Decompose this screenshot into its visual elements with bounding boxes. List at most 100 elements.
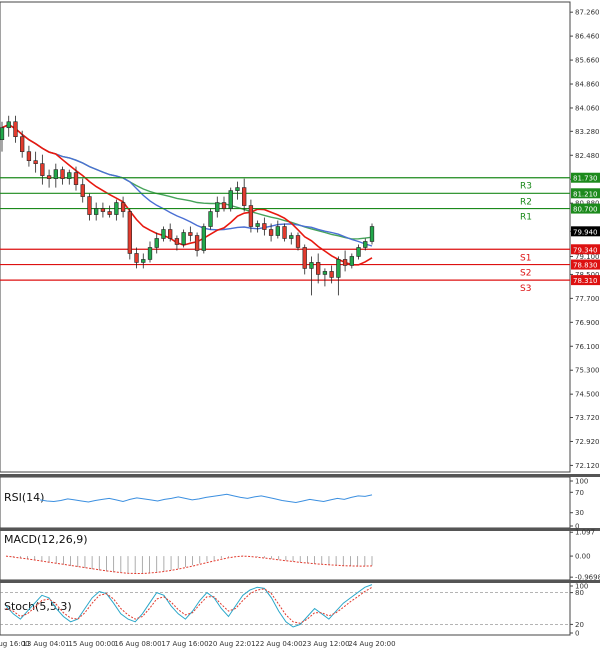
y-tick-label: 72.920 (575, 438, 600, 446)
candle-body (275, 226, 280, 236)
candle-body (67, 172, 72, 179)
candle-body (46, 175, 52, 179)
y-tick-label: 76.900 (575, 319, 600, 327)
panel-separator (0, 528, 600, 531)
level-price-label: 79.340 (573, 246, 598, 254)
candle-body (33, 160, 38, 164)
candle-body (215, 202, 220, 212)
rsi-tick-label: 100 (575, 478, 588, 486)
rsi-tick-label: 70 (575, 489, 584, 497)
candle-body (201, 226, 206, 251)
y-tick-label: 84.860 (575, 81, 600, 89)
y-tick-label: 83.280 (575, 128, 600, 136)
stoch-tick-label: 80 (575, 589, 584, 597)
candle-body (100, 208, 106, 212)
x-tick-label: 24 Aug 20:00 (348, 640, 395, 648)
candle-body (26, 151, 32, 161)
candle-body (53, 169, 58, 179)
level-label-r2: R2 (520, 197, 532, 207)
candle-body (235, 187, 240, 191)
x-tick-label: 23 Aug 12:00 (302, 640, 349, 648)
x-tick-label: 17 Aug 16:00 (161, 640, 208, 648)
x-tick-label: 22 Aug 04:00 (255, 640, 302, 648)
macd-tick-label: -0.9698 (575, 574, 600, 582)
level-label-s2: S2 (520, 269, 531, 279)
level-label-r3: R3 (520, 182, 532, 192)
candle-body (302, 247, 307, 269)
candle-body (336, 259, 341, 278)
candle-body (282, 226, 287, 239)
last-price-tag (571, 226, 600, 237)
panel-frame (0, 476, 571, 529)
level-price-tag (571, 275, 600, 286)
candle-body (154, 238, 159, 248)
macd-tick-label: 0.00 (575, 553, 591, 561)
y-tick-label: 75.300 (575, 367, 600, 375)
last-price-label: 79.940 (573, 228, 598, 236)
x-tick-label: 12 Aug 16:00 (0, 640, 30, 648)
stoch-tick-label: 100 (575, 583, 588, 591)
panel-separator (0, 580, 600, 583)
macd-tick-label: 1.097 (575, 529, 595, 537)
candle-body (188, 232, 193, 236)
level-price-tag (571, 259, 600, 270)
rsi-title: RSI(14) (4, 491, 44, 504)
candle-body (349, 256, 354, 266)
x-tick-label: 13 Aug 04:01 (22, 640, 69, 648)
candle-body (208, 211, 213, 227)
y-tick-label: 78.500 (575, 271, 600, 279)
price-chart: R3 R2 R1 S1 S2 S3 (0, 115, 570, 296)
macd-signal-line (5, 555, 373, 574)
macd-panel: MACD(12,26,9) (4, 533, 373, 574)
candle-body (40, 163, 45, 176)
y-tick-label: 87.260 (575, 9, 600, 17)
panel-frame (0, 581, 571, 636)
y-tick-label: 76.100 (575, 343, 600, 351)
level-price-tag (571, 244, 600, 255)
rsi-tick-label: 30 (575, 509, 584, 517)
level-price-label: 81.210 (573, 190, 598, 198)
candle-body (114, 202, 119, 215)
candle-body (181, 232, 186, 245)
y-tick-label: 85.660 (575, 57, 600, 65)
candle-body (13, 121, 18, 138)
x-tick-label: 16 Aug 08:00 (114, 640, 161, 648)
candle-body (0, 127, 5, 141)
candle-body (342, 259, 348, 266)
candle-body (289, 235, 294, 239)
candle-body (221, 202, 227, 209)
candle-body (6, 121, 11, 129)
level-price-label: 78.830 (573, 262, 598, 270)
stoch-tick-label: 20 (575, 621, 584, 629)
y-tick-label: 74.500 (575, 391, 600, 399)
y-tick-label: 77.700 (575, 295, 600, 303)
panel-frame (0, 529, 571, 581)
candle-body (322, 271, 328, 275)
candle-body (141, 259, 146, 263)
candle-body (73, 172, 79, 185)
stoch-k-line (5, 584, 373, 628)
candle-body (228, 190, 233, 209)
candle-body (161, 229, 166, 239)
y-tick-label: 84.060 (575, 104, 600, 112)
x-tick-label: 20 Aug 22:01 (208, 640, 255, 648)
candle-body (268, 229, 274, 236)
y-tick-label: 73.720 (575, 414, 600, 422)
candle-body (295, 235, 301, 248)
panel-frames (0, 1, 600, 636)
candle-body (94, 208, 99, 215)
candle-body (168, 229, 173, 239)
level-label-r1: R1 (520, 213, 532, 223)
level-price-tag (571, 172, 600, 183)
stoch-d-line (5, 586, 373, 624)
candle-body (80, 184, 85, 197)
candle-body (60, 169, 65, 179)
rsi-tick-label: 0 (575, 523, 579, 531)
level-price-label: 80.700 (573, 206, 598, 214)
rsi-line (39, 493, 373, 504)
level-price-label: 78.310 (573, 277, 598, 285)
x-tick-label: 15 Aug 00:00 (68, 640, 115, 648)
level-label-s3: S3 (520, 284, 531, 294)
macd-title: MACD(12,26,9) (4, 533, 88, 546)
